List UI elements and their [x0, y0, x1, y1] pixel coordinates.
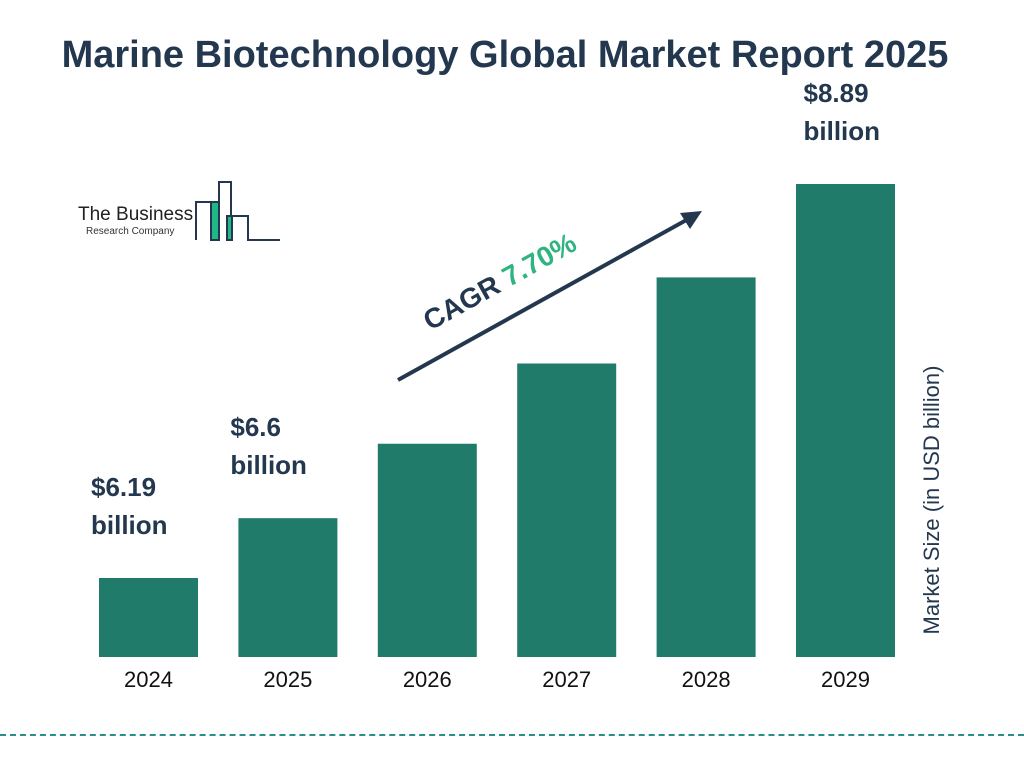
bar-2027: [517, 363, 617, 657]
data-label: $8.89: [804, 78, 869, 108]
bar-2026: [377, 443, 477, 657]
data-label: billion: [91, 510, 168, 540]
y-axis-label: Market Size (in USD billion): [919, 365, 944, 635]
logo-text-line2: Research Company: [86, 226, 175, 237]
x-tick-label: 2029: [821, 667, 870, 692]
x-tick-label: 2025: [263, 667, 312, 692]
data-label: $6.6: [230, 412, 281, 442]
data-label: billion: [230, 450, 307, 480]
cagr-arrow-head: [680, 211, 702, 229]
chart-title: Marine Biotechnology Global Market Repor…: [61, 34, 949, 76]
bar-2028: [656, 277, 756, 657]
company-logo: The Business Research Company: [78, 180, 288, 244]
dashed-divider: [0, 734, 1024, 736]
logo-text-line1: The Business: [78, 204, 194, 225]
bar-2029: [796, 184, 895, 657]
x-tick-label: 2027: [542, 667, 591, 692]
x-tick-label: 2026: [403, 667, 452, 692]
x-tick-label: 2024: [124, 667, 173, 692]
cagr-arrow-line: [397, 216, 691, 382]
x-tick-label: 2028: [682, 667, 731, 692]
data-label: billion: [804, 116, 881, 146]
logo-buildings-icon: [195, 181, 280, 241]
bar-2024: [99, 578, 198, 657]
data-label: $6.19: [91, 472, 156, 502]
bar-2025: [238, 518, 338, 657]
